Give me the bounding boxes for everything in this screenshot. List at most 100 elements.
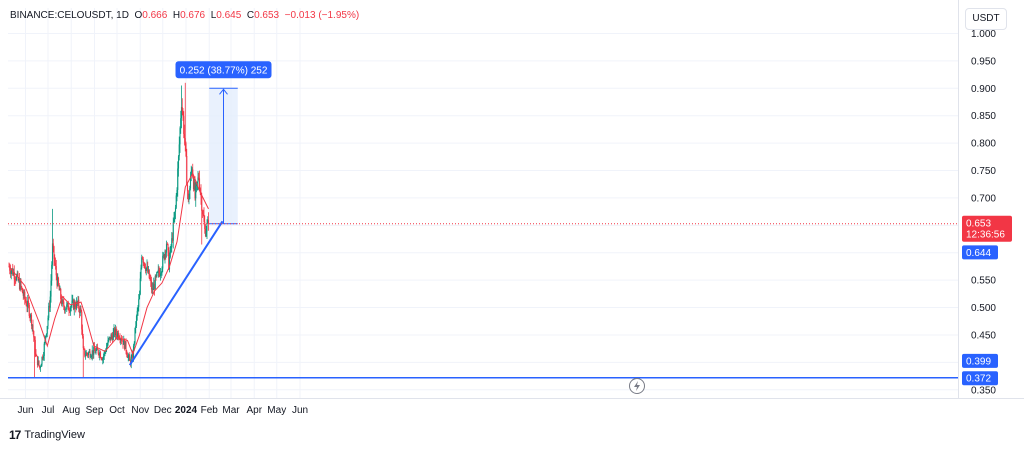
candle-body: [33, 337, 36, 340]
candle-body: [151, 288, 153, 290]
candle-body: [68, 310, 70, 311]
candle-body: [141, 257, 143, 268]
candle-body: [191, 169, 193, 172]
symbol-label[interactable]: BINANCE:CELOUSDT, 1D: [10, 10, 129, 21]
candle-body: [84, 348, 86, 356]
candle-body: [172, 222, 174, 241]
candle-body: [19, 281, 21, 290]
measure-tool: 0.252 (38.77%) 252: [175, 61, 272, 225]
candle-body: [62, 300, 64, 302]
candle-body: [112, 332, 114, 341]
candle-body: [21, 288, 24, 294]
candle-body: [40, 364, 42, 367]
x-tick-label: Nov: [131, 405, 149, 416]
candle-body: [122, 340, 124, 345]
y-tick-label: 0.700: [971, 193, 996, 204]
candle-body: [147, 269, 150, 273]
y-tick-label: 0.500: [971, 303, 996, 314]
candle-body: [48, 305, 50, 318]
candle-body: [92, 350, 94, 355]
candle-body: [61, 300, 63, 305]
candle-body: [69, 307, 72, 312]
candle-body: [135, 315, 138, 326]
trendline-price-badge-bg: [962, 245, 998, 260]
candle-body: [123, 339, 126, 349]
candle-body: [198, 178, 201, 190]
candle-body: [203, 214, 205, 222]
tradingview-logo[interactable]: 17 TradingView: [9, 428, 85, 442]
candle-body: [198, 177, 200, 179]
y-tick-label: 0.450: [971, 330, 996, 341]
candle-body: [117, 332, 119, 337]
candle-body: [96, 347, 98, 351]
candle-body: [58, 285, 60, 291]
candle-body: [90, 355, 93, 357]
candle-body: [110, 335, 112, 341]
candle-body: [54, 263, 57, 267]
low-label: L: [210, 10, 217, 21]
tradingview-wordmark: TradingView: [24, 429, 85, 441]
candle-body: [168, 257, 171, 270]
candle-body: [165, 251, 167, 253]
level-a-badge-bg: [962, 353, 998, 368]
candle-body: [55, 266, 57, 276]
candle-body: [45, 336, 47, 339]
candle-body: [51, 243, 54, 265]
level-b-badge: 0.372: [966, 374, 991, 385]
candle-body: [146, 266, 148, 268]
candle-body: [49, 296, 51, 308]
candle-body: [27, 300, 29, 307]
level-b-badge-bg: [962, 371, 998, 386]
candle-body: [31, 324, 33, 326]
candle-body: [137, 306, 139, 311]
candle-body: [51, 264, 53, 281]
candle-body: [153, 284, 155, 291]
drawn-lines: [8, 220, 958, 394]
candle-body: [56, 275, 58, 286]
currency-button[interactable]: USDT: [965, 8, 1007, 30]
x-tick-label: Aug: [62, 405, 80, 416]
candle-body: [195, 182, 198, 186]
candle-body: [186, 184, 189, 191]
y-tick-label: 0.550: [971, 276, 996, 287]
y-tick-label: 0.950: [971, 56, 996, 67]
candle-body: [199, 189, 201, 193]
candle-body: [41, 356, 43, 365]
candle-body: [189, 176, 192, 189]
candle-body: [201, 196, 203, 211]
candle-body: [9, 266, 11, 271]
candle-body: [131, 354, 133, 358]
candle-body: [197, 177, 199, 183]
y-tick-label: 0.800: [971, 139, 996, 150]
candle-body: [74, 302, 76, 308]
candle-body: [140, 267, 142, 279]
candle-body: [32, 324, 34, 332]
candle-body: [152, 288, 154, 291]
candle-body: [150, 279, 152, 282]
candle-body: [145, 267, 147, 272]
candle-body: [116, 333, 118, 337]
candle-body: [45, 333, 48, 337]
candle-body: [129, 355, 131, 361]
candle-body: [96, 347, 99, 350]
candle-body: [53, 246, 55, 259]
candle-body: [156, 272, 159, 273]
candle-body: [174, 211, 176, 220]
candle-body: [119, 338, 121, 340]
candle-body: [120, 338, 122, 340]
close-label: C: [246, 10, 255, 21]
candle-body: [141, 257, 144, 259]
candle-body: [107, 339, 109, 345]
candle-body: [114, 328, 116, 335]
candle-body: [69, 310, 71, 312]
low-value: 0.645: [216, 10, 242, 21]
candle-body: [149, 278, 151, 280]
candle-body: [142, 258, 144, 263]
candle-body: [184, 138, 186, 144]
candle-body: [111, 335, 113, 337]
candle-body: [163, 254, 165, 260]
candle-body: [15, 279, 17, 281]
x-tick-label: Jun: [292, 405, 308, 416]
